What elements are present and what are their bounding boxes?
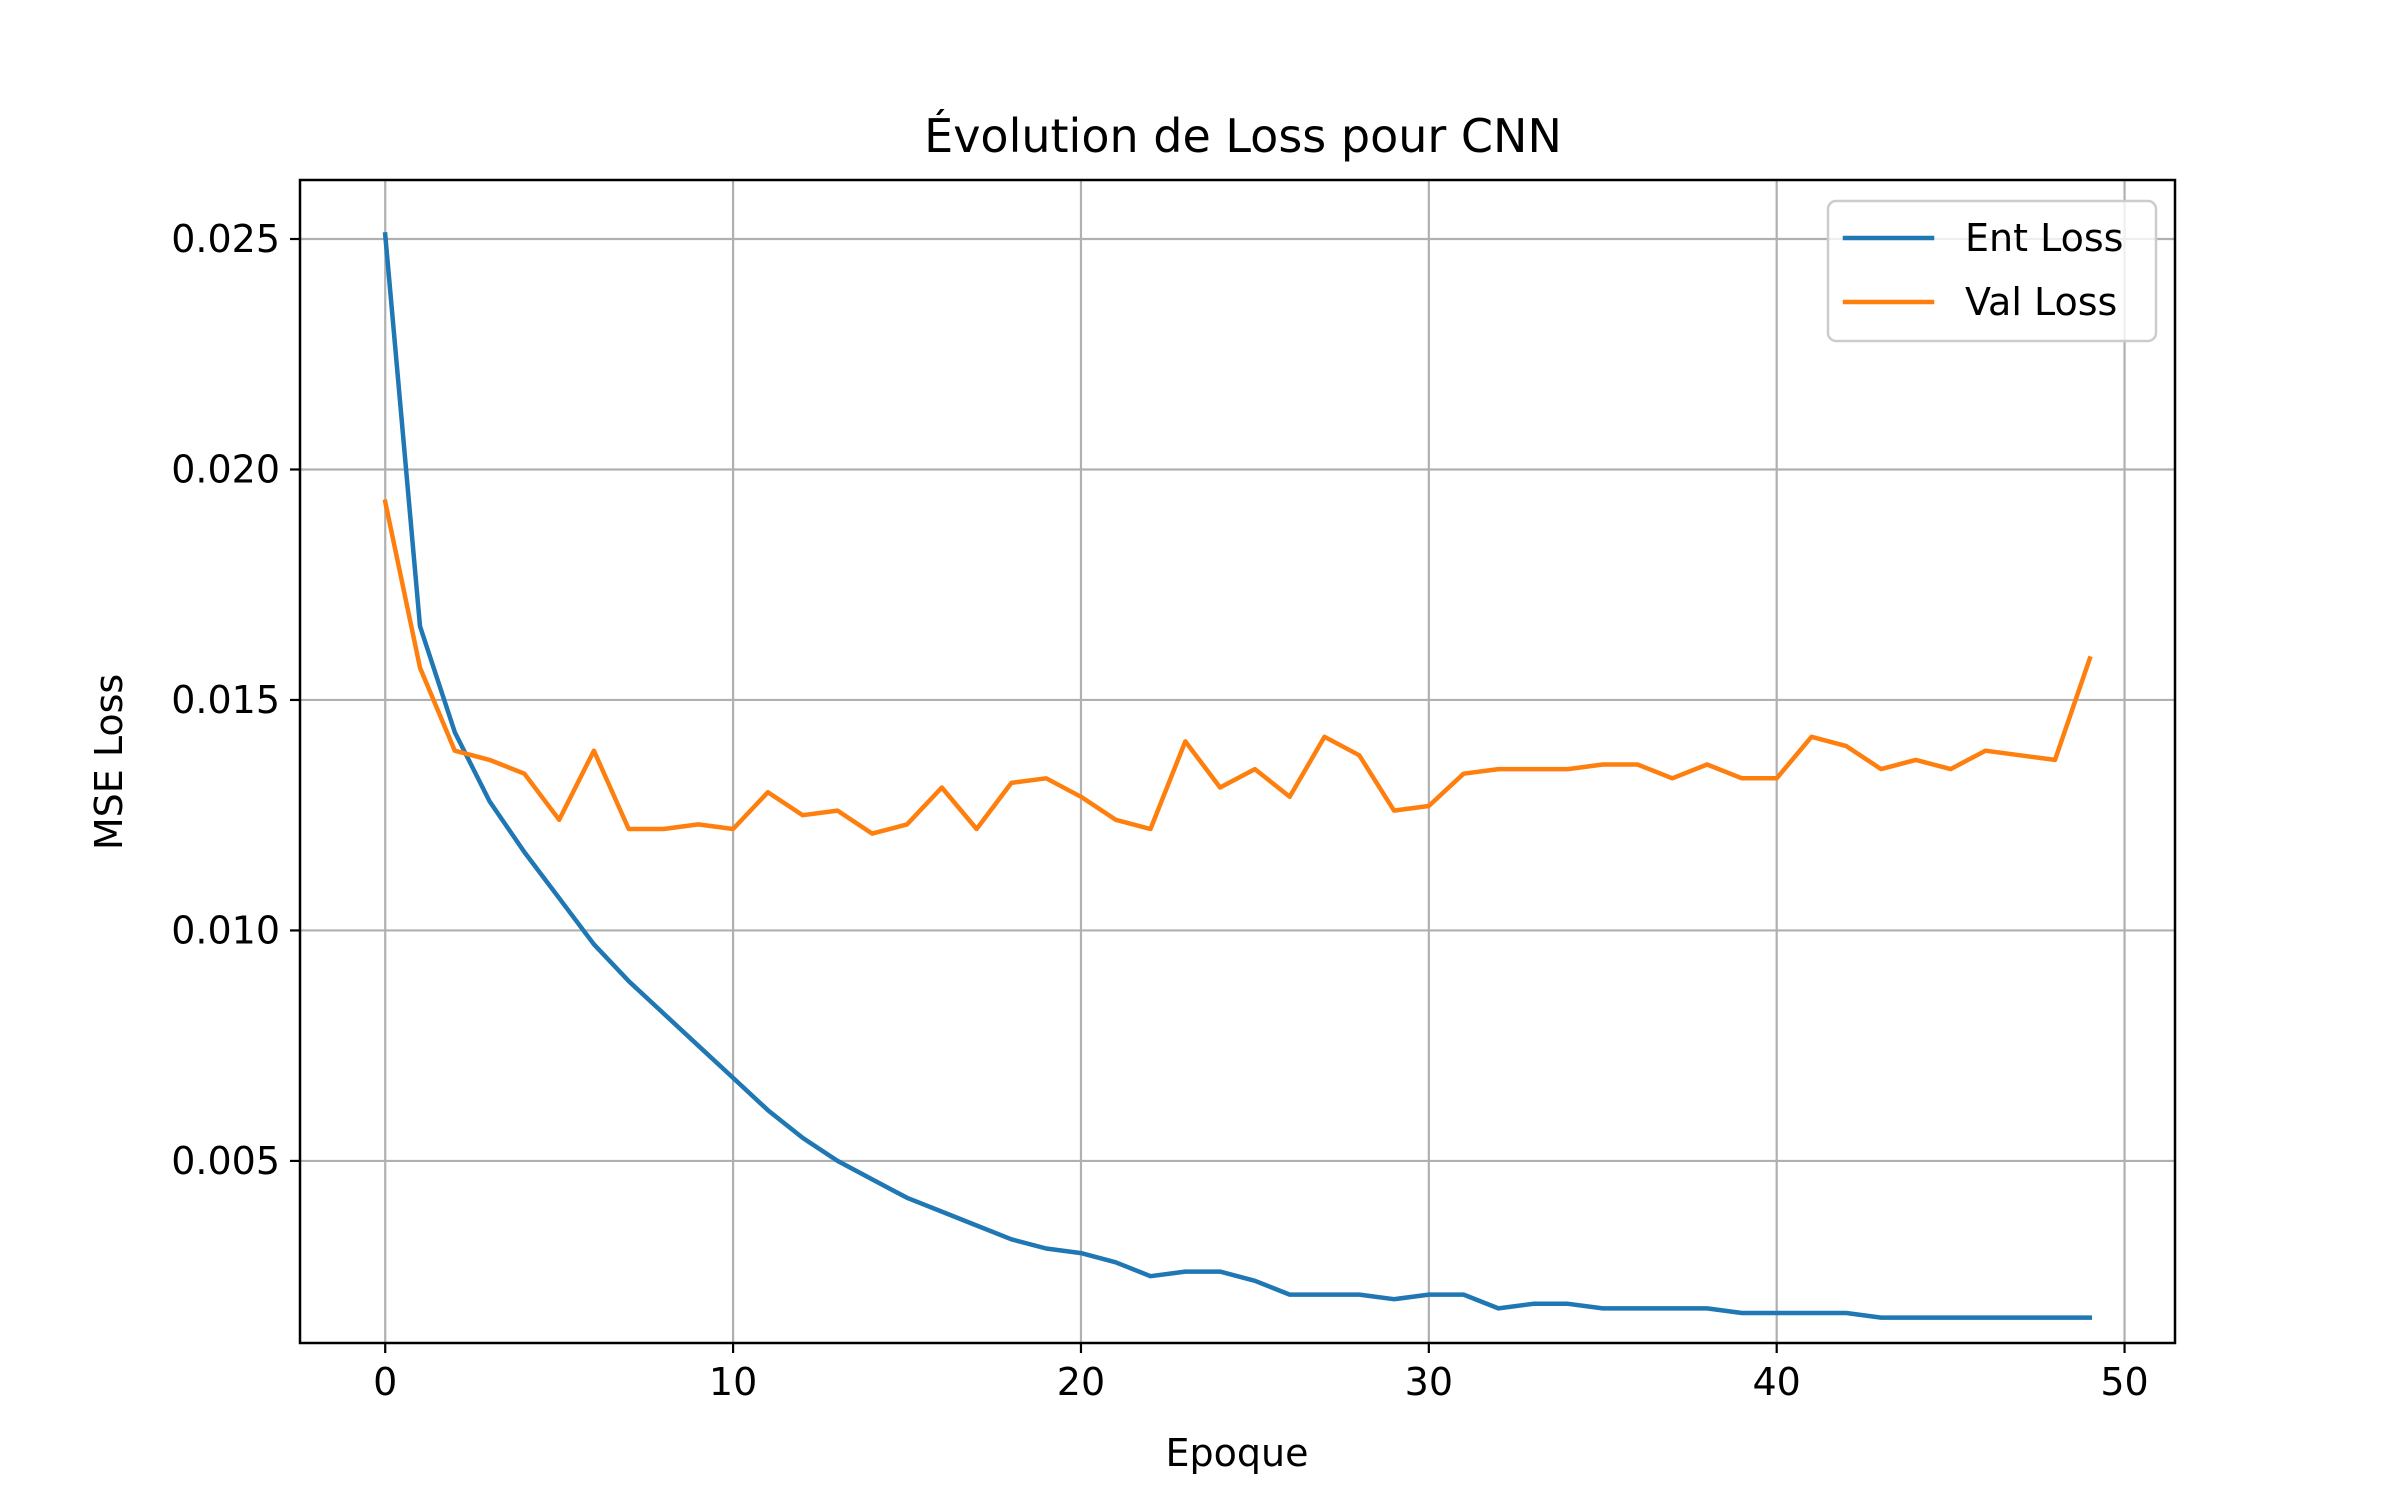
plot-frame (298, 178, 2177, 1345)
legend-label-ent-loss: Ent Loss (1965, 216, 2123, 260)
series-lines (382, 231, 2093, 1320)
x-axis: 0 10 20 30 40 50 (373, 1343, 2149, 1404)
y-tick-label: 0.005 (171, 1139, 280, 1183)
chart-title: Évolution de Loss pour CNN (924, 109, 1562, 163)
series-line-ent-loss (382, 231, 2093, 1320)
y-axis: 0.005 0.010 0.015 0.020 0.025 (171, 217, 300, 1183)
legend: Ent Loss Val Loss (1826, 199, 2158, 343)
y-tick-label: 0.020 (171, 447, 280, 491)
y-axis-label: MSE Loss (87, 674, 131, 850)
x-axis-label: Epoque (1166, 1431, 1309, 1475)
x-tick-label: 0 (373, 1360, 397, 1404)
x-tick-label: 50 (2100, 1360, 2148, 1404)
x-tick-label: 40 (1753, 1360, 1801, 1404)
x-tick-label: 20 (1057, 1360, 1105, 1404)
legend-label-val-loss: Val Loss (1965, 280, 2117, 324)
x-tick-label: 10 (709, 1360, 757, 1404)
y-tick-label: 0.010 (171, 908, 280, 952)
x-tick-label: 30 (1405, 1360, 1453, 1404)
series-line-val-loss (382, 499, 2093, 836)
y-tick-label: 0.015 (171, 678, 280, 722)
plot-background (300, 180, 2175, 1343)
y-tick-label: 0.025 (171, 217, 280, 261)
